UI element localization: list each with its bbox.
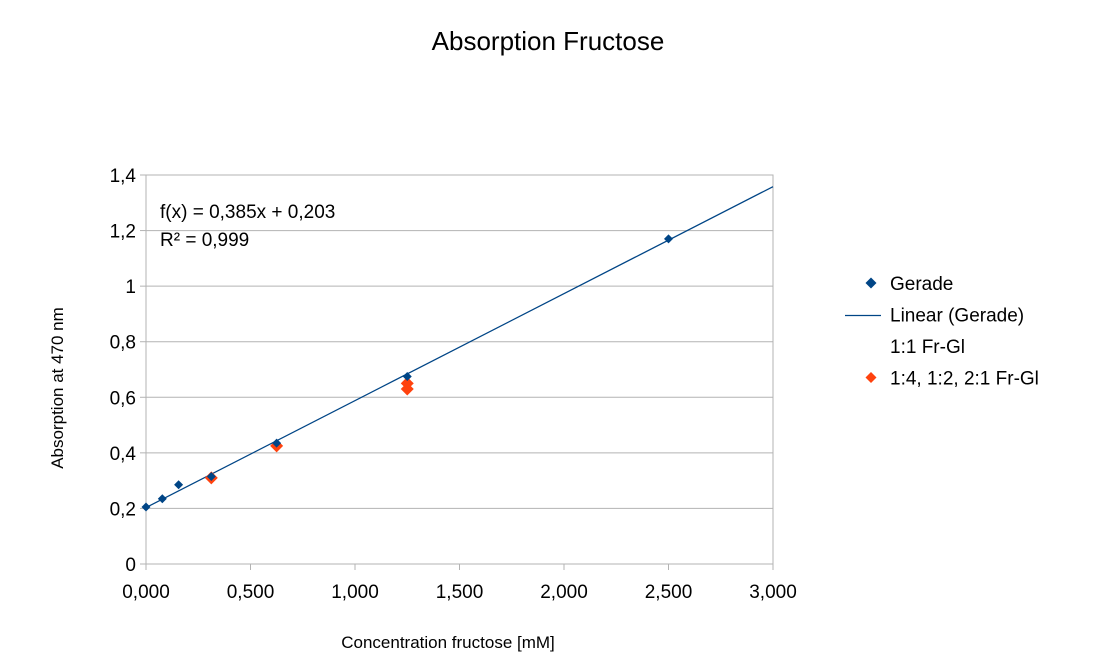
y-axis-title: Absorption at 470 nm bbox=[48, 307, 67, 469]
y-tick-label: 1,4 bbox=[110, 166, 137, 187]
legend-label-3: 1:4, 1:2, 2:1 Fr-Gl bbox=[890, 369, 1039, 390]
data-point-gerade-3 bbox=[206, 471, 216, 481]
x-tick-label: 1,500 bbox=[436, 582, 484, 603]
data-point-gerade-4 bbox=[272, 438, 282, 448]
data-point-gerade-5 bbox=[402, 371, 412, 381]
data-point-1-4-1-2-2-1-fr-gl-3 bbox=[400, 376, 414, 390]
legend-label-1: Linear (Gerade) bbox=[890, 306, 1024, 327]
data-point-gerade-1 bbox=[157, 494, 167, 504]
y-tick-label: 1 bbox=[125, 277, 136, 298]
x-tick-label: 2,500 bbox=[645, 582, 693, 603]
y-tick-label: 0,2 bbox=[110, 499, 136, 520]
legend-swatch-3 bbox=[865, 372, 877, 383]
legend-swatch-0 bbox=[865, 277, 877, 289]
legend-label-0: Gerade bbox=[890, 274, 953, 295]
x-tick-label: 0,500 bbox=[227, 582, 275, 603]
grid-lines bbox=[146, 174, 773, 565]
x-axis-ticks: 0,000 0,500 1,000 1,500 2,000 2,500 3,000 bbox=[122, 564, 797, 603]
y-axis-ticks: 0 0,2 0,4 0,6 0,8 1 1,2 1,4 bbox=[110, 166, 146, 576]
data-point-gerade-6 bbox=[664, 234, 673, 244]
x-tick-label: 2,000 bbox=[540, 582, 588, 603]
y-tick-label: 1,2 bbox=[110, 222, 136, 243]
y-tick-label: 0,4 bbox=[110, 444, 137, 465]
chart-title: Absorption Fructose bbox=[432, 26, 665, 56]
y-tick-label: 0 bbox=[125, 555, 136, 576]
x-tick-label: 3,000 bbox=[749, 582, 797, 603]
legend: Gerade Linear (Gerade) 1:1 Fr-Gl 1:4, 1:2, … bbox=[845, 274, 1039, 390]
x-tick-label: 0,000 bbox=[122, 582, 170, 603]
x-tick-label: 1,000 bbox=[331, 582, 379, 603]
data-points bbox=[141, 234, 673, 512]
legend-label-2: 1:1 Fr-Gl bbox=[890, 337, 965, 358]
y-tick-label: 0,8 bbox=[110, 333, 136, 354]
trendline-equation: f(x) = 0,385x + 0,203 bbox=[160, 202, 335, 223]
data-point-gerade-2 bbox=[174, 480, 184, 490]
y-tick-label: 0,6 bbox=[110, 388, 136, 409]
x-axis-title: Concentration fructose [mM] bbox=[341, 633, 555, 652]
r-squared-label: R² = 0,999 bbox=[160, 230, 249, 251]
data-point-gerade-0 bbox=[141, 502, 151, 512]
